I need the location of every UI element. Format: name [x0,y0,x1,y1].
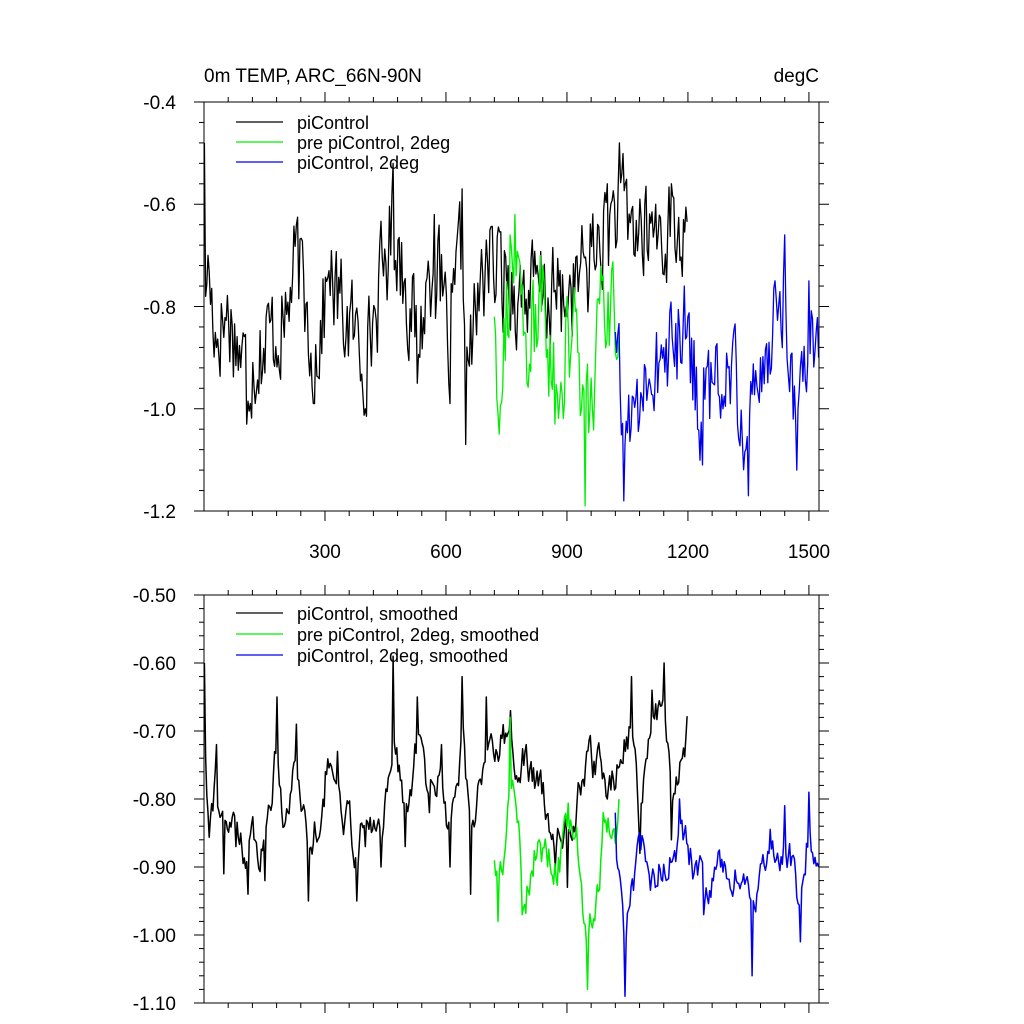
bottom-y-tick-label: -0.50 [133,586,176,607]
top-x-tick-label: 1200 [667,542,709,563]
bottom-y-tick-label: -1.10 [133,994,176,1015]
bottom-ticks-group [194,585,829,1013]
top-series-line-picontrol [203,142,688,446]
top-y-tick-label: -0.8 [143,298,176,319]
top-series-group [203,142,820,507]
top-y-tick-label: -1.2 [143,502,176,523]
bottom-series-group [203,655,820,997]
top-panel: 0m TEMP, ARC_66N-90N degC -1.2 -1.0 -0.8… [143,66,830,563]
bottom-y-tick-label: -0.90 [133,858,176,879]
legend-label-picontrol: piControl [297,113,369,133]
legend-label-pre-picontrol-2deg: pre piControl, 2deg [297,133,450,153]
legend-label-picontrol-2deg: piControl, 2deg [297,153,419,173]
top-y-tick-label: -0.4 [143,93,176,114]
bottom-panel: -1.10 -1.00 -0.90 -0.80 -0.70 -0.60 -0.5… [133,585,829,1015]
bottom-y-tick-label: -1.00 [133,926,176,947]
bottom-plot-frame [203,594,820,1004]
legend-label-pre-picontrol-2deg-smoothed: pre piControl, 2deg, smoothed [297,625,539,645]
top-series-line-pre-picontrol-2deg [493,213,620,507]
legend-label-picontrol-2deg-smoothed: piControl, 2deg, smoothed [297,646,508,666]
top-x-tick-label: 600 [430,542,462,563]
top-x-tick-label: 900 [551,542,583,563]
bottom-y-tick-label: -0.70 [133,722,176,743]
bottom-series-line-pre-picontrol-2deg-smoothed [493,716,620,991]
top-series-line-picontrol-2deg [614,234,820,502]
top-x-tick-label: 300 [309,542,341,563]
bottom-y-tick-label: -0.80 [133,790,176,811]
top-panel-title: 0m TEMP, ARC_66N-90N [204,66,422,87]
bottom-series-line-picontrol-smoothed [203,655,688,902]
legend-label-picontrol-smoothed: piControl, smoothed [297,604,458,624]
bottom-y-tick-label: -0.60 [133,654,176,675]
top-x-tick-label: 1500 [788,542,830,563]
top-plot-frame [203,101,820,512]
top-legend: piControl pre piControl, 2deg piControl,… [236,113,450,173]
top-panel-units: degC [774,66,819,87]
top-y-tick-label: -1.0 [143,400,176,421]
bottom-legend: piControl, smoothed pre piControl, 2deg,… [236,604,539,666]
bottom-series-line-picontrol-2deg-smoothed [614,791,820,997]
top-ticks-group [194,92,829,521]
top-y-tick-label: -0.6 [143,195,176,216]
